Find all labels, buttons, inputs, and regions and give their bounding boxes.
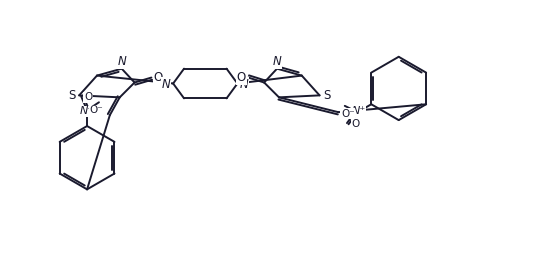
- Text: N: N: [273, 55, 281, 68]
- Text: O: O: [153, 71, 163, 84]
- Text: N⁺: N⁺: [352, 106, 365, 116]
- Text: O: O: [237, 71, 246, 84]
- Text: O: O: [352, 119, 359, 129]
- Text: O⁻: O⁻: [89, 105, 103, 115]
- Text: O⁻: O⁻: [341, 109, 355, 119]
- Text: S: S: [69, 89, 76, 102]
- Text: S: S: [323, 89, 330, 102]
- Text: N⁺: N⁺: [80, 106, 94, 116]
- Text: N: N: [162, 78, 171, 91]
- Text: O: O: [84, 92, 92, 102]
- Text: N: N: [240, 78, 249, 91]
- Text: N: N: [117, 55, 126, 68]
